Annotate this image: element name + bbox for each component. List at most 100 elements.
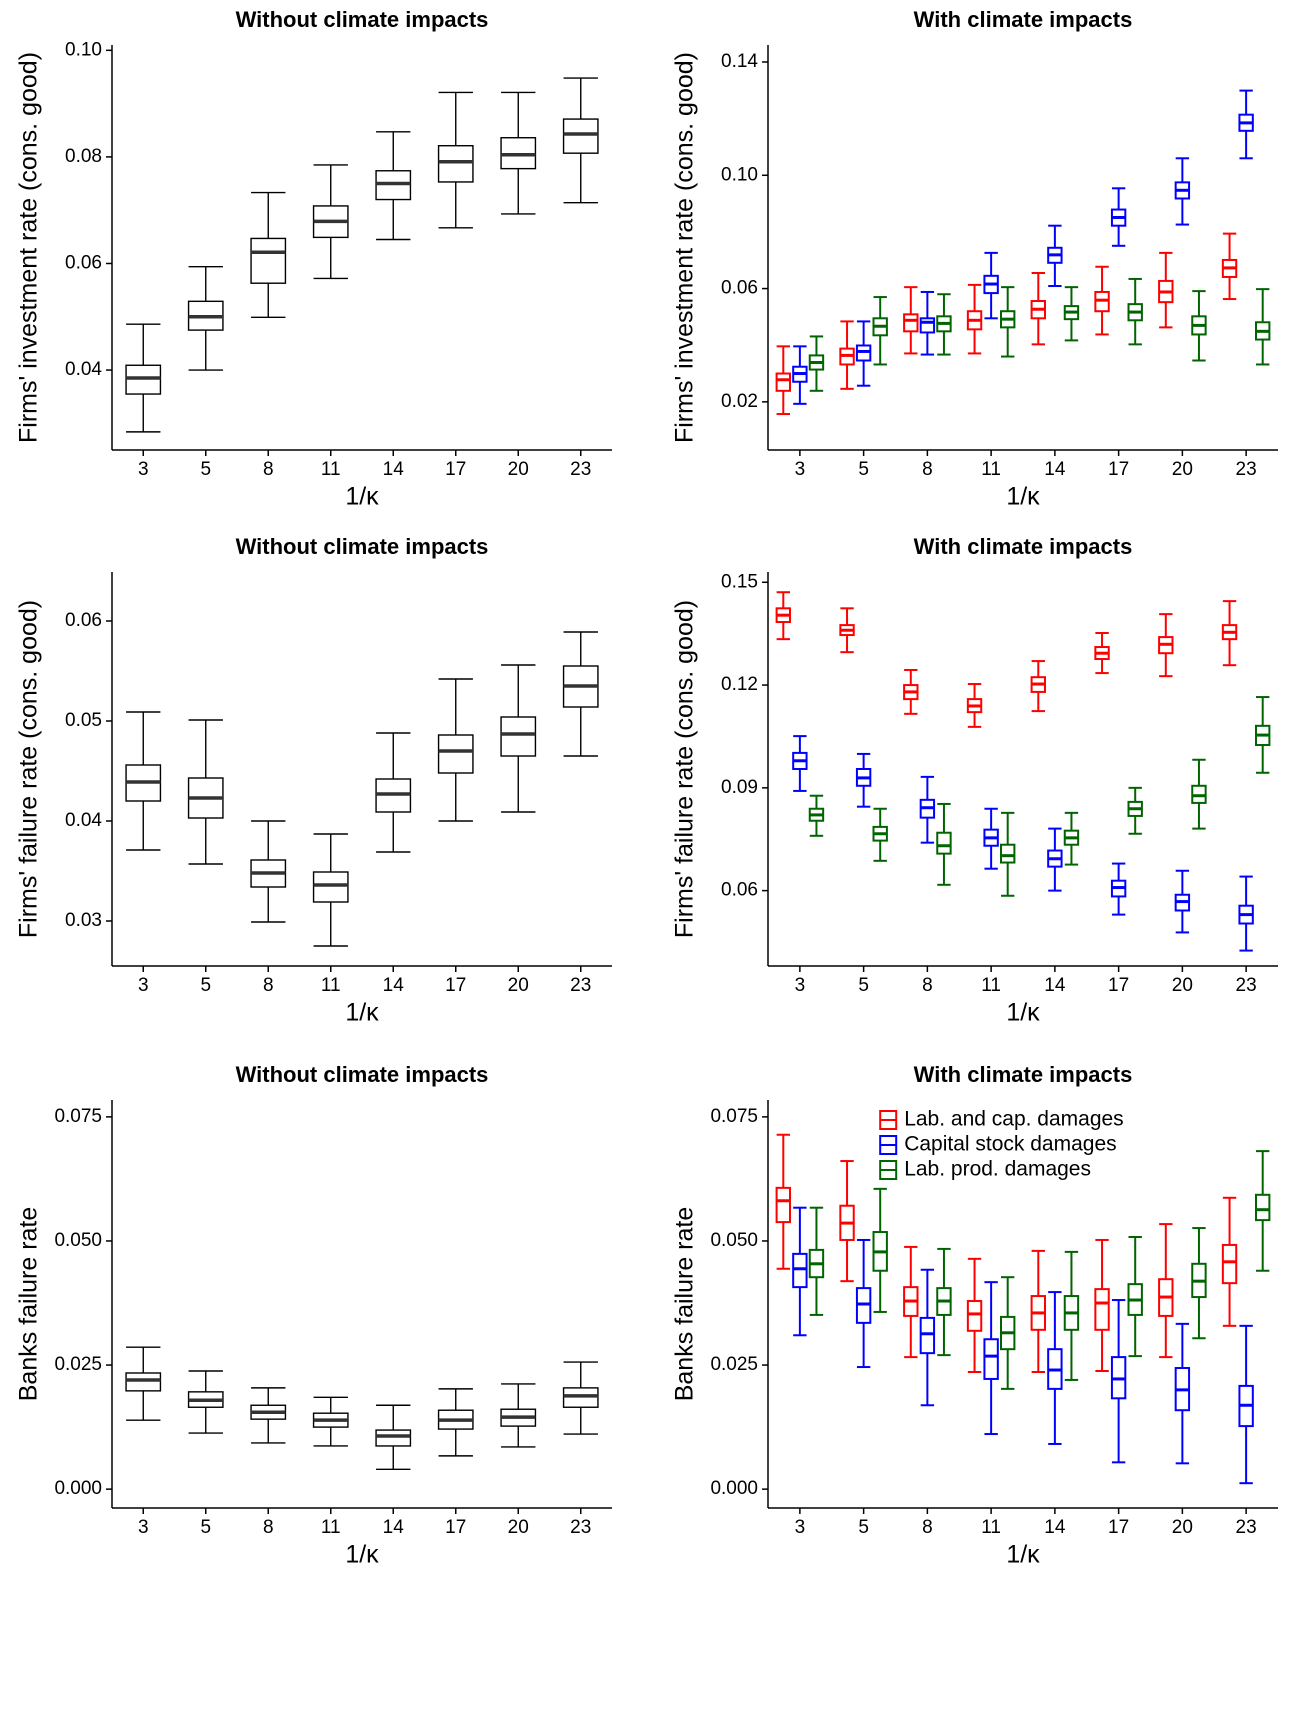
x-tick-label: 5 bbox=[858, 1517, 869, 1538]
chart-title: With climate impacts bbox=[914, 1062, 1133, 1087]
x-tick-label: 11 bbox=[321, 459, 341, 480]
x-tick-label: 5 bbox=[858, 459, 869, 480]
x-tick-label: 11 bbox=[321, 1517, 341, 1538]
x-tick-label: 3 bbox=[138, 1517, 149, 1538]
x-tick-label: 20 bbox=[1172, 459, 1193, 480]
chart-title: Without climate impacts bbox=[236, 534, 489, 559]
x-tick-label: 23 bbox=[570, 459, 591, 480]
y-tick-label: 0.03 bbox=[65, 910, 102, 931]
y-tick-label: 0.10 bbox=[65, 39, 102, 60]
chart-title: With climate impacts bbox=[914, 534, 1133, 559]
x-tick-label: 20 bbox=[508, 1517, 529, 1538]
x-tick-label: 11 bbox=[981, 1517, 1001, 1538]
box bbox=[125, 1372, 162, 1392]
x-tick-label: 23 bbox=[1236, 459, 1257, 480]
x-tick-label: 23 bbox=[570, 975, 591, 996]
y-tick-label: 0.08 bbox=[65, 146, 102, 167]
y-axis-label: Firms' investment rate (cons. good) bbox=[15, 52, 43, 443]
y-tick-label: 0.06 bbox=[65, 610, 102, 631]
x-tick-label: 14 bbox=[1044, 1517, 1066, 1538]
x-tick-label: 11 bbox=[981, 459, 1001, 480]
y-tick-label: 0.05 bbox=[65, 710, 102, 731]
x-tick-label: 14 bbox=[1044, 459, 1066, 480]
x-tick-label: 17 bbox=[445, 459, 466, 480]
y-tick-label: 0.025 bbox=[54, 1354, 102, 1375]
box bbox=[375, 1429, 412, 1447]
legend-label: Capital stock damages bbox=[904, 1133, 1116, 1156]
y-tick-label: 0.06 bbox=[65, 253, 102, 274]
box bbox=[775, 1186, 791, 1224]
box bbox=[312, 871, 349, 903]
box bbox=[437, 145, 474, 183]
y-tick-label: 0.06 bbox=[721, 278, 758, 299]
x-tick-label: 14 bbox=[383, 975, 405, 996]
box bbox=[562, 118, 599, 154]
y-tick-label: 0.12 bbox=[721, 674, 758, 695]
x-tick-label: 5 bbox=[200, 459, 211, 480]
x-axis-label: 1/κ bbox=[345, 999, 379, 1027]
x-tick-label: 8 bbox=[922, 1517, 933, 1538]
x-tick-label: 23 bbox=[1236, 1517, 1257, 1538]
box bbox=[983, 1338, 999, 1380]
x-tick-label: 17 bbox=[445, 1517, 466, 1538]
box bbox=[500, 716, 537, 757]
y-tick-label: 0.075 bbox=[54, 1106, 102, 1127]
x-tick-label: 8 bbox=[263, 1517, 274, 1538]
y-axis-label: Banks failure rate bbox=[671, 1207, 699, 1402]
x-axis-label: 1/κ bbox=[1006, 1541, 1040, 1569]
y-tick-label: 0.025 bbox=[710, 1354, 758, 1375]
y-tick-label: 0.050 bbox=[710, 1230, 758, 1251]
box bbox=[1255, 1193, 1271, 1222]
y-axis-label: Banks failure rate bbox=[15, 1207, 43, 1402]
x-tick-label: 11 bbox=[981, 975, 1001, 996]
x-tick-label: 14 bbox=[383, 459, 405, 480]
x-axis-label: 1/κ bbox=[1006, 483, 1040, 511]
x-tick-label: 11 bbox=[321, 975, 341, 996]
x-tick-label: 23 bbox=[570, 1517, 591, 1538]
y-tick-label: 0.04 bbox=[65, 359, 102, 380]
y-tick-label: 0.050 bbox=[54, 1230, 102, 1251]
x-tick-label: 17 bbox=[1108, 975, 1129, 996]
y-tick-label: 0.06 bbox=[721, 880, 758, 901]
y-axis-label: Firms' failure rate (cons. good) bbox=[671, 600, 699, 938]
box bbox=[1221, 1243, 1238, 1285]
x-tick-label: 8 bbox=[922, 459, 933, 480]
legend-label: Lab. and cap. damages bbox=[904, 1108, 1123, 1131]
box bbox=[250, 237, 287, 284]
chart-title: Without climate impacts bbox=[236, 7, 489, 32]
x-tick-label: 20 bbox=[1172, 1517, 1193, 1538]
x-tick-label: 17 bbox=[1108, 1517, 1129, 1538]
x-tick-label: 17 bbox=[445, 975, 466, 996]
x-axis-label: 1/κ bbox=[345, 1541, 379, 1569]
box bbox=[903, 313, 919, 333]
y-tick-label: 0.15 bbox=[721, 571, 758, 592]
x-tick-label: 8 bbox=[263, 459, 274, 480]
x-tick-label: 3 bbox=[795, 975, 806, 996]
x-tick-label: 14 bbox=[1044, 975, 1066, 996]
y-axis-label: Firms' failure rate (cons. good) bbox=[15, 600, 43, 938]
y-tick-label: 0.075 bbox=[710, 1106, 758, 1127]
x-tick-label: 14 bbox=[383, 1517, 405, 1538]
box bbox=[1094, 1288, 1110, 1331]
y-axis-label: Firms' investment rate (cons. good) bbox=[671, 52, 699, 443]
box bbox=[919, 1316, 936, 1355]
x-tick-label: 5 bbox=[200, 975, 211, 996]
box bbox=[919, 317, 936, 334]
x-tick-label: 23 bbox=[1236, 975, 1257, 996]
chart-title: With climate impacts bbox=[914, 7, 1133, 32]
y-tick-label: 0.000 bbox=[710, 1478, 758, 1499]
y-tick-label: 0.000 bbox=[54, 1478, 102, 1499]
x-tick-label: 8 bbox=[922, 975, 933, 996]
box bbox=[1000, 843, 1016, 864]
y-tick-label: 0.04 bbox=[65, 810, 102, 831]
box bbox=[855, 344, 872, 362]
y-tick-label: 0.09 bbox=[721, 777, 758, 798]
x-tick-label: 5 bbox=[200, 1517, 211, 1538]
x-axis-label: 1/κ bbox=[345, 483, 379, 511]
x-tick-label: 20 bbox=[1172, 975, 1193, 996]
x-tick-label: 3 bbox=[138, 975, 149, 996]
x-tick-label: 8 bbox=[263, 975, 274, 996]
box bbox=[775, 372, 791, 392]
legend-label: Lab. prod. damages bbox=[904, 1158, 1091, 1181]
